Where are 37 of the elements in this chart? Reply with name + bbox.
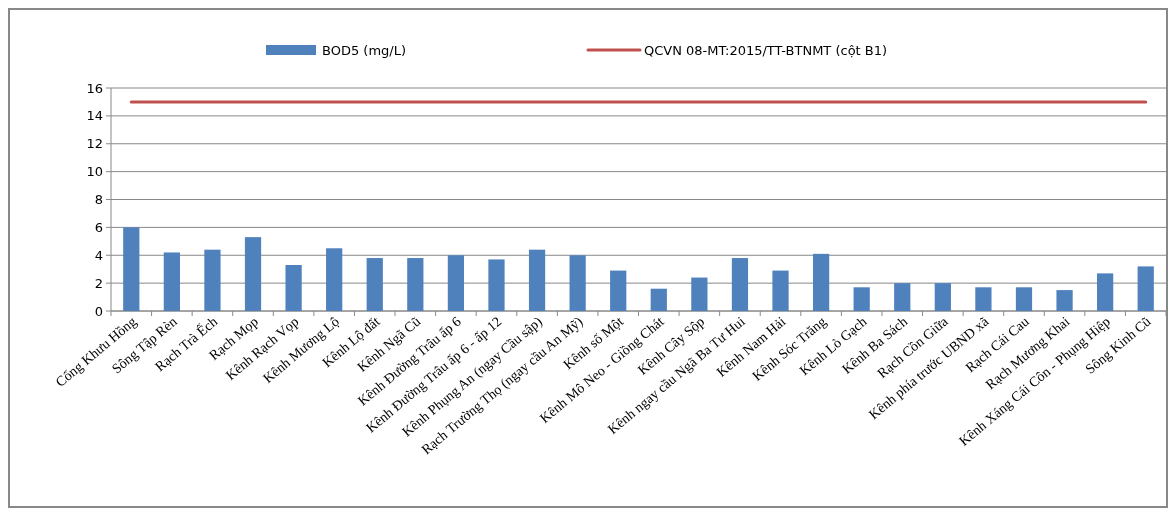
- bar: [163, 252, 180, 311]
- bar: [366, 258, 383, 311]
- y-tick-label: 12: [86, 136, 103, 152]
- bar: [934, 283, 951, 311]
- bar: [123, 227, 140, 311]
- bar: [244, 237, 262, 311]
- legend-label: BOD5 (mg/L): [322, 42, 407, 58]
- bar: [894, 283, 911, 311]
- bar: [731, 258, 749, 311]
- bar: [488, 259, 505, 311]
- legend-label: QCVN 08-MT:2015/TT-BTNMT (cột B1): [644, 42, 888, 58]
- bar: [1056, 290, 1073, 311]
- y-tick-label: 2: [94, 275, 103, 291]
- bar: [691, 277, 708, 311]
- bar: [853, 287, 870, 311]
- bar: [447, 255, 465, 311]
- y-tick-label: 6: [94, 219, 103, 235]
- bar: [812, 253, 830, 311]
- bar: [1137, 266, 1154, 311]
- bar: [528, 249, 546, 311]
- bar: [204, 249, 221, 311]
- bar: [326, 248, 343, 311]
- y-tick-label: 4: [94, 247, 103, 263]
- y-tick-label: 16: [86, 80, 103, 96]
- bar: [1015, 287, 1033, 311]
- bar: [285, 265, 302, 311]
- y-tick-label: 14: [86, 108, 103, 124]
- y-tick-label: 10: [86, 164, 103, 180]
- bar: [975, 287, 992, 311]
- y-tick-label: 0: [94, 303, 103, 319]
- bar: [569, 255, 586, 311]
- bar: [610, 270, 627, 311]
- y-tick-label: 8: [94, 192, 103, 208]
- bar: [772, 270, 789, 311]
- bar: [407, 258, 424, 311]
- bar: [1097, 273, 1114, 311]
- bar: [650, 288, 667, 311]
